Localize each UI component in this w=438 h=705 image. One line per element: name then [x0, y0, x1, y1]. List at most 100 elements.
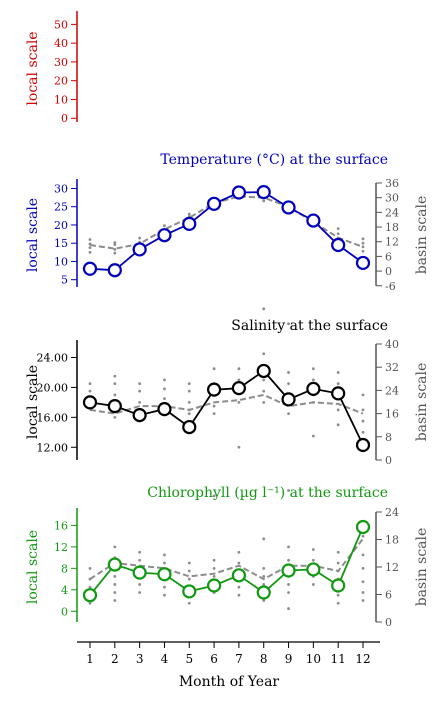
- basin-sample-point: [237, 585, 241, 589]
- left-tick-label: 16.00: [37, 411, 69, 424]
- basin-sample-point: [287, 607, 290, 610]
- x-tick-label: 7: [235, 652, 243, 666]
- left-tick-label: 10: [54, 93, 68, 106]
- left-axis-label: local scale: [25, 365, 41, 439]
- basin-sample-point: [361, 566, 365, 570]
- basin-mean-line: [89, 538, 364, 581]
- left-tick-label: 20: [54, 75, 68, 88]
- basin-sample-point: [336, 550, 340, 554]
- basin-sample-point: [311, 378, 315, 382]
- local-data-point: [132, 565, 147, 580]
- basin-sample-point: [138, 382, 142, 386]
- basin-sample-point: [163, 553, 166, 557]
- right-tick-label: 40: [385, 338, 399, 351]
- basin-sample-point: [163, 387, 166, 391]
- basin-sample-point: [187, 382, 191, 386]
- basin-sample-point: [163, 224, 166, 228]
- basin-sample-point: [138, 583, 142, 586]
- right-axis-label: basin scale: [414, 363, 430, 442]
- basin-mean-line: [89, 393, 364, 415]
- basin-sample-point: [262, 583, 266, 586]
- basin-sample-point: [287, 412, 290, 415]
- basin-sample-point: [311, 548, 315, 551]
- basin-sample-point: [113, 243, 117, 247]
- local-data-point: [256, 185, 271, 200]
- local-data-point: [157, 228, 172, 243]
- x-tick-label: 10: [306, 652, 321, 666]
- basin-sample-point: [287, 371, 290, 374]
- left-tick-label: 30: [54, 56, 68, 69]
- basin-sample-point: [336, 227, 340, 231]
- local-series-line: [89, 191, 364, 272]
- basin-sample-point: [212, 367, 216, 371]
- basin-sample-point: [262, 199, 266, 203]
- right-tick-label: 18: [385, 534, 399, 547]
- right-tick-label: 18: [385, 221, 399, 234]
- basin-sample-point: [287, 558, 290, 562]
- local-data-point: [256, 363, 271, 379]
- local-data-point: [132, 407, 147, 423]
- basin-sample-point: [262, 352, 266, 356]
- local-data-point: [157, 567, 172, 582]
- left-tick-label: 8: [61, 562, 68, 575]
- left-tick-label: 0: [61, 112, 68, 125]
- right-tick-label: 0: [385, 454, 392, 467]
- x-tick-label: 4: [161, 652, 169, 666]
- local-series-line: [89, 526, 364, 596]
- local-data-point: [182, 216, 197, 231]
- basin-sample-point: [163, 585, 166, 589]
- basin-sample-point: [262, 566, 266, 570]
- basin-sample-point: [361, 553, 365, 557]
- basin-sample-point: [287, 583, 290, 586]
- x-tick-label: 8: [260, 652, 268, 666]
- basin-sample-point: [187, 389, 191, 393]
- basin-sample-point: [287, 322, 290, 326]
- right-tick-label: 12: [385, 561, 399, 574]
- basin-sample-point: [361, 408, 365, 412]
- basin-sample-point: [262, 400, 266, 404]
- left-tick-label: 20: [54, 219, 68, 232]
- basin-sample-point: [361, 580, 365, 584]
- right-tick-label: 30: [385, 192, 399, 205]
- local-data-point: [355, 437, 371, 453]
- basin-sample-point: [336, 232, 340, 236]
- local-data-point: [231, 185, 247, 200]
- basin-sample-point: [138, 591, 142, 594]
- x-axis: 1 2 3 4 5 6 7 8 9 10 11 12 Month of Year: [77, 641, 380, 690]
- basin-sample-point: [287, 489, 290, 492]
- basin-sample-point: [336, 601, 340, 605]
- right-axis-label: basin scale: [414, 196, 430, 275]
- basin-sample-point: [237, 550, 241, 554]
- local-data-point: [82, 588, 98, 603]
- basin-sample-point: [237, 593, 241, 597]
- basin-sample-point: [212, 412, 216, 415]
- basin-sample-point: [113, 574, 117, 578]
- local-data-point: [182, 584, 197, 599]
- basin-sample-point: [336, 423, 340, 427]
- basin-sample-point: [287, 545, 290, 549]
- x-tick-label: 12: [355, 652, 370, 666]
- basin-sample-point: [88, 566, 92, 570]
- basin-sample-point: [237, 367, 241, 371]
- left-tick-label: 0: [61, 605, 68, 618]
- right-tick-label: 24: [385, 206, 399, 219]
- basin-sample-point: [187, 569, 191, 573]
- basin-sample-point: [262, 307, 266, 311]
- right-tick-label: 16: [385, 408, 399, 421]
- x-tick-label: 9: [285, 652, 293, 666]
- basin-sample-point: [88, 238, 92, 241]
- basin-sample-point: [88, 601, 92, 605]
- basin-sample-point: [113, 382, 117, 386]
- basin-sample-point: [138, 389, 142, 393]
- local-data-point: [355, 255, 371, 271]
- right-tick-label: 32: [385, 361, 399, 374]
- x-tick-group: 1 2 3 4 5 6 7 8 9 10 11 12: [86, 642, 371, 666]
- basin-sample-point: [113, 415, 117, 419]
- local-data-point: [206, 578, 222, 593]
- local-data-point: [231, 568, 247, 583]
- basin-sample-point: [187, 561, 191, 565]
- left-axis-label: local scale: [25, 31, 41, 105]
- local-data-point: [281, 392, 296, 407]
